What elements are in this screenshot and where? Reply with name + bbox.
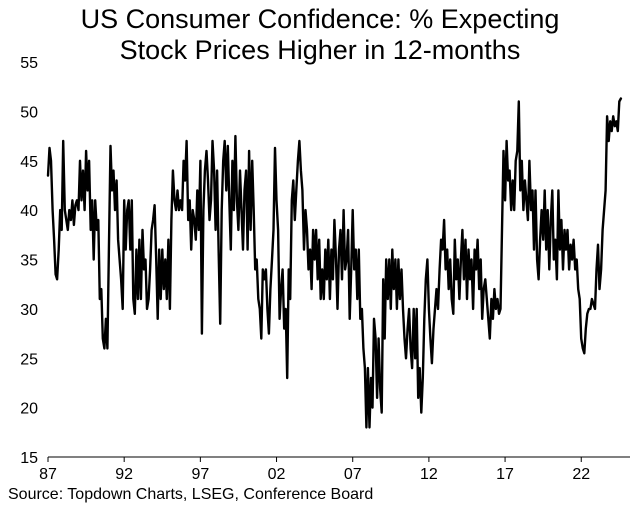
x-tick-label-02: 02 [268, 466, 286, 483]
chart-title-line-2: Stock Prices Higher in 12-months [119, 35, 521, 65]
x-tick-label-07: 07 [344, 466, 362, 483]
y-tick-label-45: 45 [20, 154, 38, 171]
x-tick-label-87: 87 [39, 466, 57, 483]
series-line-0 [46, 97, 623, 429]
y-tick-label-20: 20 [20, 401, 38, 418]
y-tick-label-25: 25 [20, 351, 38, 368]
y-tick-label-35: 35 [20, 253, 38, 270]
y-tick-label-15: 15 [20, 450, 38, 467]
x-tick-label-22: 22 [572, 466, 590, 483]
y-tick-label-55: 55 [20, 55, 38, 72]
y-tick-label-40: 40 [20, 203, 38, 220]
x-tick-label-12: 12 [420, 466, 438, 483]
source-note: Source: Topdown Charts, LSEG, Conference… [8, 486, 374, 503]
y-axis: 15 20 25 30 35 40 45 50 55 [20, 55, 38, 467]
y-tick-label-50: 50 [20, 104, 38, 121]
chart-title-line-1: US Consumer Confidence: % Expecting [80, 4, 560, 34]
x-tick-label-17: 17 [496, 466, 514, 483]
y-tick-label-30: 30 [20, 302, 38, 319]
x-tick-label-97: 97 [191, 466, 209, 483]
chart-title: US Consumer Confidence: % Expecting Stoc… [0, 4, 640, 66]
x-axis: 87 92 97 02 07 12 17 22 [39, 456, 630, 483]
series-layer [46, 97, 623, 429]
x-tick-label-92: 92 [115, 466, 133, 483]
